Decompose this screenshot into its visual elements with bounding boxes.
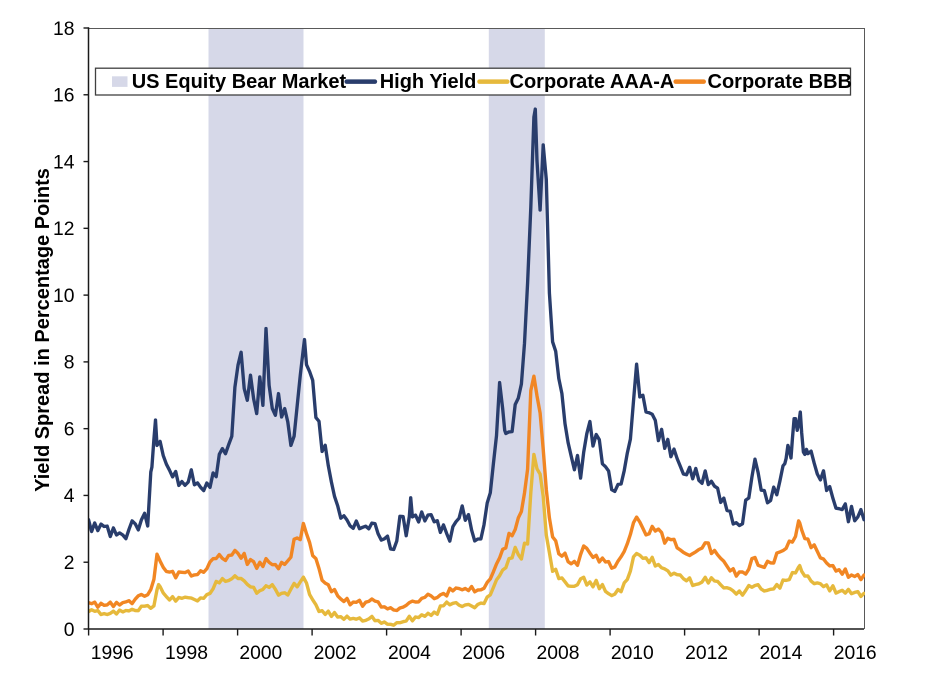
svg-text:12: 12 xyxy=(53,219,74,240)
svg-text:Corporate BBB: Corporate BBB xyxy=(708,71,852,93)
svg-text:2012: 2012 xyxy=(685,643,728,664)
svg-text:Yield Spread in Percentage Poi: Yield Spread in Percentage Points xyxy=(32,168,54,492)
svg-text:2: 2 xyxy=(64,553,75,574)
svg-text:2006: 2006 xyxy=(462,643,505,664)
svg-text:18: 18 xyxy=(53,19,74,40)
svg-text:14: 14 xyxy=(53,152,75,173)
svg-text:2014: 2014 xyxy=(759,643,802,664)
svg-text:4: 4 xyxy=(64,486,75,507)
svg-text:6: 6 xyxy=(64,419,75,440)
svg-text:US Equity Bear Market: US Equity Bear Market xyxy=(132,71,347,93)
svg-text:2008: 2008 xyxy=(537,643,580,664)
svg-text:2002: 2002 xyxy=(314,643,357,664)
svg-text:2016: 2016 xyxy=(834,643,877,664)
svg-text:16: 16 xyxy=(53,86,74,107)
svg-text:High Yield: High Yield xyxy=(380,71,477,93)
svg-text:1996: 1996 xyxy=(91,643,134,664)
svg-text:1998: 1998 xyxy=(165,643,208,664)
svg-text:2000: 2000 xyxy=(239,643,282,664)
svg-text:2010: 2010 xyxy=(611,643,654,664)
svg-text:10: 10 xyxy=(53,286,74,307)
svg-text:2004: 2004 xyxy=(388,643,431,664)
svg-text:8: 8 xyxy=(64,353,75,374)
svg-text:0: 0 xyxy=(64,620,75,641)
svg-text:Corporate AAA-A: Corporate AAA-A xyxy=(510,71,675,93)
